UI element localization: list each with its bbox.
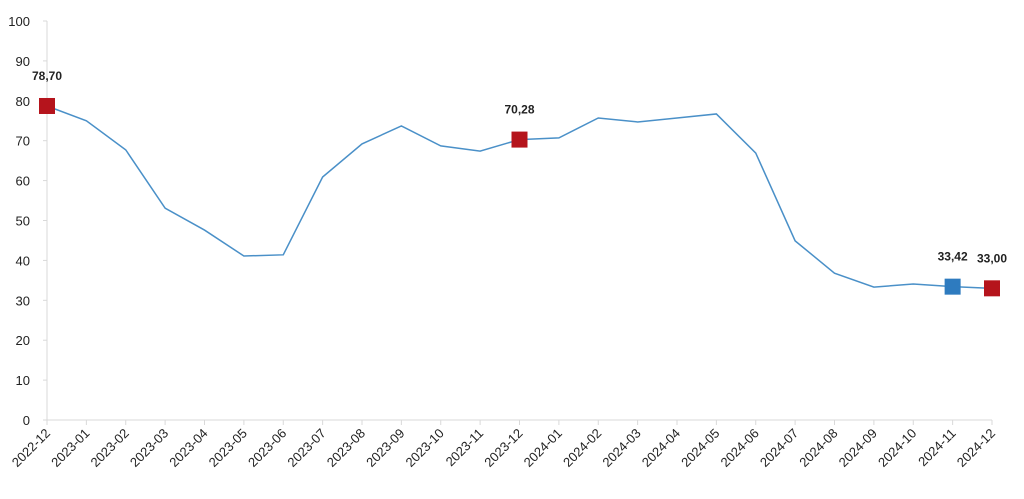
x-tick-label: 2024-07 bbox=[757, 426, 801, 470]
x-tick-label: 2024-05 bbox=[678, 426, 722, 470]
y-tick-label: 100 bbox=[8, 14, 30, 29]
value-label: 33,00 bbox=[977, 251, 1007, 265]
marker bbox=[39, 97, 55, 114]
value-label: 70,28 bbox=[504, 103, 534, 117]
marker bbox=[984, 280, 1000, 297]
x-tick-label: 2023-01 bbox=[48, 426, 92, 470]
marker bbox=[944, 278, 961, 295]
y-tick-label: 30 bbox=[16, 293, 30, 308]
x-tick-label: 2024-03 bbox=[599, 426, 643, 470]
y-tick-label: 40 bbox=[16, 253, 30, 268]
x-tick-label: 2023-11 bbox=[443, 426, 487, 470]
x-tick-label: 2023-02 bbox=[88, 426, 132, 470]
marker bbox=[511, 131, 528, 148]
y-tick-label: 50 bbox=[16, 214, 30, 229]
x-tick-label: 2024-09 bbox=[836, 426, 880, 470]
y-tick-label: 90 bbox=[16, 54, 30, 69]
x-tick-label: 2022-12 bbox=[9, 426, 53, 470]
x-tick-label: 2023-04 bbox=[166, 426, 210, 470]
y-tick-label: 60 bbox=[16, 174, 30, 189]
y-tick-label: 80 bbox=[16, 94, 30, 109]
x-tick-label: 2024-01 bbox=[521, 426, 565, 470]
x-tick-label: 2023-07 bbox=[284, 426, 328, 470]
x-tick-label: 2024-06 bbox=[718, 426, 762, 470]
y-tick-label: 20 bbox=[16, 333, 30, 348]
x-tick-label: 2023-03 bbox=[127, 426, 171, 470]
x-tick-label: 2023-08 bbox=[324, 426, 368, 470]
x-tick-label: 2024-11 bbox=[915, 426, 959, 470]
x-tick-label: 2024-02 bbox=[560, 426, 604, 470]
x-tick-label: 2023-12 bbox=[481, 426, 525, 470]
y-tick-label: 70 bbox=[16, 134, 30, 149]
x-tick-label: 2024-08 bbox=[796, 426, 840, 470]
value-label: 78,70 bbox=[32, 69, 62, 83]
x-tick-label: 2023-09 bbox=[363, 426, 407, 470]
x-tick-label: 2024-04 bbox=[639, 426, 683, 470]
y-tick-label: 0 bbox=[23, 413, 30, 428]
x-tick-label: 2023-10 bbox=[403, 426, 447, 470]
x-tick-label: 2024-12 bbox=[954, 426, 998, 470]
x-tick-label: 2024-10 bbox=[875, 426, 919, 470]
y-tick-label: 10 bbox=[16, 373, 30, 388]
value-label: 33,42 bbox=[938, 250, 968, 264]
x-tick-label: 2023-06 bbox=[245, 426, 289, 470]
x-tick-label: 2023-05 bbox=[206, 426, 250, 470]
